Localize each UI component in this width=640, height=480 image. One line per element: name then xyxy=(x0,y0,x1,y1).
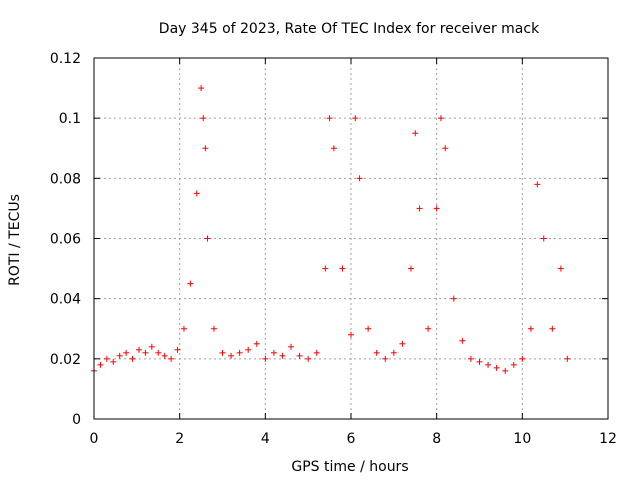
data-point xyxy=(339,265,346,272)
data-point xyxy=(193,190,200,197)
data-point xyxy=(296,352,303,359)
data-point xyxy=(510,361,517,368)
data-point xyxy=(270,349,277,356)
data-point xyxy=(502,367,509,374)
data-point xyxy=(180,325,187,332)
data-point xyxy=(288,343,295,350)
data-point xyxy=(313,349,320,356)
data-point xyxy=(534,181,541,188)
y-tick-label: 0.06 xyxy=(50,232,81,248)
axis-ticks: 0 2 4 6 8 10 12 0 0.02 0.04 0.06 0.08 0.1 0.12 xyxy=(50,51,617,447)
x-axis-label: GPS time / hours xyxy=(291,459,408,475)
data-point xyxy=(219,349,226,356)
y-tick-label: 0.08 xyxy=(50,171,81,187)
data-point xyxy=(116,352,123,359)
data-point xyxy=(493,364,500,371)
data-point xyxy=(228,352,235,359)
data-point xyxy=(399,340,406,347)
data-point xyxy=(174,346,181,353)
y-tick-label: 0.12 xyxy=(50,51,81,67)
data-point xyxy=(348,331,354,338)
data-point xyxy=(382,355,389,362)
data-point xyxy=(279,352,286,359)
data-point xyxy=(352,115,359,122)
data-point xyxy=(540,235,547,242)
data-point xyxy=(485,361,492,368)
y-tick-label: 0.1 xyxy=(59,111,81,127)
data-point xyxy=(210,325,217,332)
data-point xyxy=(433,205,440,212)
data-point xyxy=(425,325,432,332)
data-point xyxy=(527,325,534,332)
data-point xyxy=(200,115,207,122)
data-point xyxy=(519,355,526,362)
data-point xyxy=(198,85,205,92)
x-tick-label: 6 xyxy=(347,431,356,447)
data-point xyxy=(204,235,211,242)
data-point xyxy=(262,355,269,362)
x-tick-label: 10 xyxy=(513,431,531,447)
data-point xyxy=(416,205,423,212)
x-tick-label: 0 xyxy=(90,431,99,447)
x-tick-label: 4 xyxy=(261,431,270,447)
data-point xyxy=(236,349,243,356)
data-point xyxy=(356,175,363,182)
data-point xyxy=(564,355,571,362)
data-point xyxy=(467,355,474,362)
data-point xyxy=(142,349,149,356)
data-point xyxy=(168,355,175,362)
data-point xyxy=(450,295,457,302)
data-point xyxy=(187,280,194,287)
x-tick-label: 12 xyxy=(599,431,617,447)
data-point xyxy=(129,355,136,362)
data-point xyxy=(437,115,444,122)
y-tick-label: 0 xyxy=(72,412,81,428)
y-tick-label: 0.04 xyxy=(50,292,81,308)
data-point xyxy=(412,130,419,137)
data-point xyxy=(110,358,117,365)
data-point xyxy=(365,325,372,332)
data-point xyxy=(155,349,162,356)
data-point xyxy=(549,325,556,332)
data-point xyxy=(245,346,252,353)
data-point xyxy=(253,340,260,347)
data-point xyxy=(557,265,564,272)
chart-title: Day 345 of 2023, Rate Of TEC Index for r… xyxy=(159,21,540,37)
data-point xyxy=(326,115,333,122)
data-point xyxy=(135,346,142,353)
x-tick-label: 2 xyxy=(175,431,184,447)
data-point xyxy=(373,349,380,356)
data-point xyxy=(476,358,483,365)
y-tick-label: 0.02 xyxy=(50,352,81,368)
data-point xyxy=(97,361,104,368)
data-point xyxy=(390,349,397,356)
data-point xyxy=(442,145,449,152)
data-point xyxy=(161,352,168,359)
data-point xyxy=(202,145,209,152)
data-point xyxy=(305,355,312,362)
data-point xyxy=(407,265,414,272)
data-point xyxy=(148,343,155,350)
data-point xyxy=(459,337,466,344)
data-point xyxy=(322,265,329,272)
grid-lines xyxy=(94,58,608,419)
data-point xyxy=(123,349,130,356)
y-axis-label: ROTI / TECUs xyxy=(7,194,23,286)
x-tick-label: 8 xyxy=(432,431,441,447)
data-point xyxy=(330,145,337,152)
data-point xyxy=(103,355,110,362)
